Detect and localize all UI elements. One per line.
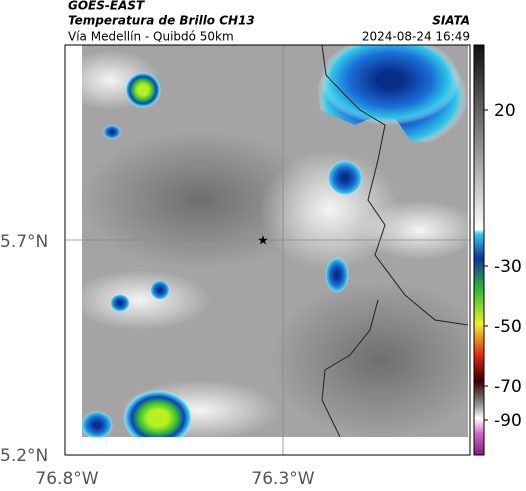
map-frame [64, 44, 471, 456]
colorbar-tick-label: -30 [494, 257, 522, 277]
lon-label: 76.3°W [251, 469, 314, 489]
lat-label: 5.7°N [0, 232, 48, 252]
lon-label: 76.8°W [35, 469, 98, 489]
colorbar-tick-label: -90 [494, 411, 522, 431]
city-marker: ★ [257, 234, 269, 249]
colorbar-tick-label: -70 [494, 377, 522, 397]
lat-label: 5.2°N [0, 446, 48, 466]
colorbar [473, 44, 485, 456]
title: Temperatura de Brillo CH13 [68, 14, 255, 28]
colorbar-tick-label: 20 [494, 101, 516, 121]
org: SIATA [432, 14, 470, 28]
subtitle: Vía Medellín - Quibdó 50km [68, 30, 234, 44]
source: GOES-EAST [68, 0, 145, 13]
satellite-image [82, 45, 468, 437]
timestamp: 2024-08-24 16:49 [362, 30, 470, 44]
colorbar-tick-label: -50 [494, 317, 522, 337]
